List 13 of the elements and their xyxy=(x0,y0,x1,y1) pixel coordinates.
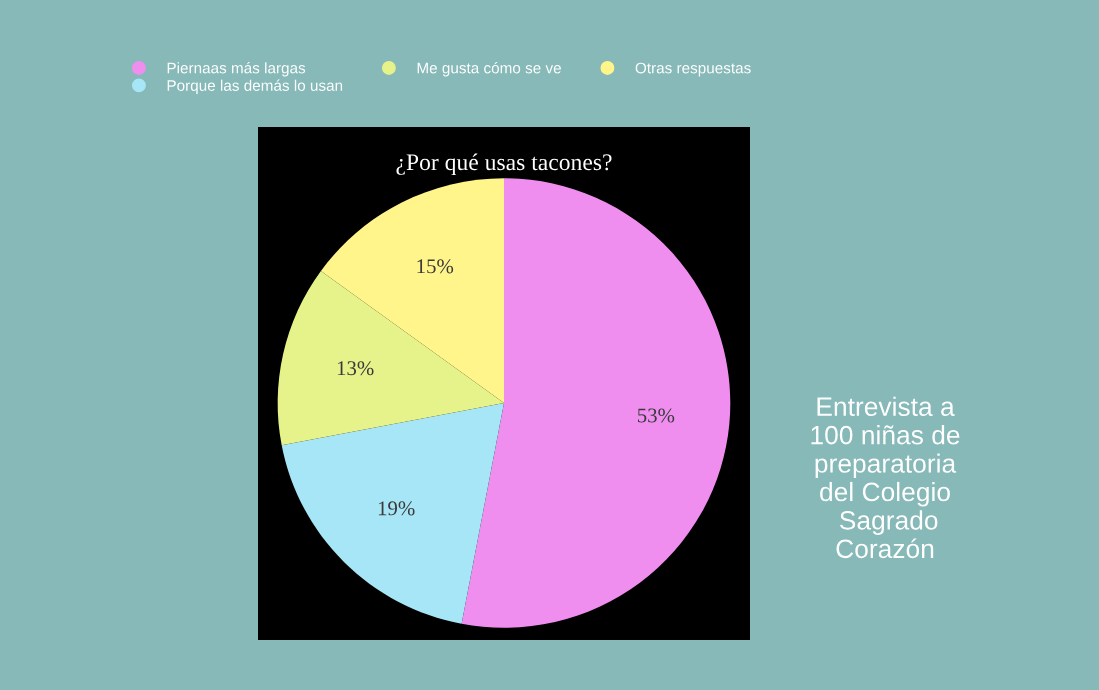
legend-label: Porque las demás lo usan xyxy=(167,79,343,94)
legend-label: Me gusta cómo se ve xyxy=(417,62,561,77)
pie-slice xyxy=(320,178,504,404)
legend-label: Otras respuestas xyxy=(635,62,751,77)
text: ¿Por qué usas tacones? xyxy=(396,153,612,175)
data-label: 13% xyxy=(337,361,374,376)
legend-label: Piernaas más largas xyxy=(167,62,306,77)
text: Entrevista a 100 niñas de preparatoria del Colegio Sagrado Corazón xyxy=(811,396,960,559)
data-label: 53% xyxy=(637,408,675,423)
pie-slice xyxy=(461,178,731,628)
pie-slice xyxy=(281,403,504,624)
data-label: 19% xyxy=(378,501,415,516)
data-label: 15% xyxy=(417,259,454,274)
